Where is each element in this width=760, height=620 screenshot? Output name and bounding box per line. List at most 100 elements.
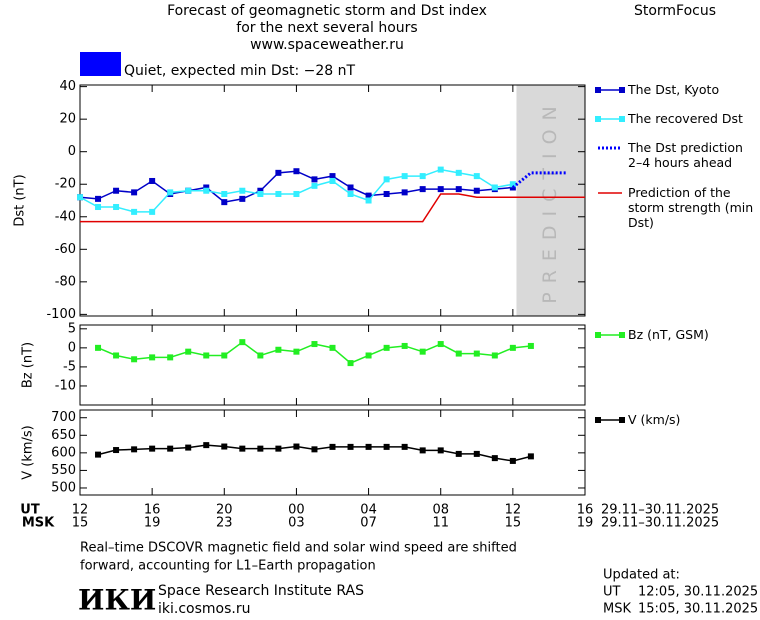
point — [203, 184, 210, 191]
x-tick-label: 19 — [144, 516, 161, 531]
url: www.spaceweather.ru — [250, 37, 404, 53]
point — [131, 189, 138, 196]
x-tick-label: 00 — [288, 503, 305, 518]
point — [455, 450, 462, 457]
point — [113, 187, 120, 194]
legend-marker — [595, 417, 601, 423]
updated-value: 12:05, 30.11.2025 — [638, 585, 758, 600]
point — [275, 169, 282, 176]
point — [257, 190, 264, 197]
note: forward, accounting for L1–Earth propaga… — [80, 559, 376, 574]
x-tick-label: 12 — [72, 503, 89, 518]
series-line — [79, 170, 513, 203]
site: iki.cosmos.ru — [158, 601, 250, 617]
point — [473, 173, 480, 180]
point — [293, 443, 300, 450]
point — [455, 186, 462, 193]
point — [509, 181, 516, 188]
y-tick-label: -100 — [46, 307, 76, 322]
point — [131, 446, 138, 453]
point — [419, 186, 426, 193]
legend-label: V (km/s) — [628, 412, 681, 427]
point — [293, 168, 300, 175]
point — [383, 176, 390, 183]
point — [473, 187, 480, 194]
legend-label: The Dst prediction 2–4 hours ahead — [628, 140, 743, 170]
point — [149, 177, 156, 184]
x-tick-label: 04 — [360, 503, 377, 518]
point — [185, 348, 192, 355]
point — [95, 195, 102, 202]
y-tick-label: 20 — [59, 112, 76, 127]
legend-marker — [595, 332, 601, 338]
point — [419, 447, 426, 454]
x-tick-label: 20 — [216, 503, 233, 518]
point — [473, 450, 480, 457]
y-tick-label: -5 — [63, 359, 76, 374]
point — [455, 169, 462, 176]
y-axis-label: V (km/s) — [21, 425, 36, 480]
point — [203, 352, 210, 359]
status-text: Quiet, expected min Dst: −28 nT — [124, 63, 356, 79]
point — [491, 184, 498, 191]
point — [113, 447, 120, 454]
subtitle: for the next several hours — [236, 20, 417, 36]
y-tick-label: 5 — [68, 321, 76, 336]
plot-frame — [79, 409, 586, 496]
point — [491, 352, 498, 359]
prediction-zone — [516, 85, 585, 316]
point — [509, 457, 516, 464]
status-box — [80, 52, 121, 76]
y-axis-label: Bz (nT) — [21, 342, 36, 388]
legend-label: The Dst, Kyoto — [628, 82, 720, 97]
point — [167, 445, 174, 452]
point — [293, 190, 300, 197]
note: Real–time DSCOVR magnetic field and sola… — [80, 541, 517, 556]
point — [401, 342, 408, 349]
point — [311, 176, 318, 183]
y-tick-label: -10 — [55, 378, 76, 393]
point — [221, 190, 228, 197]
point — [347, 184, 354, 191]
point — [293, 348, 300, 355]
x-tick-label: 07 — [360, 516, 377, 531]
point — [275, 346, 282, 353]
point — [131, 356, 138, 363]
point — [383, 344, 390, 351]
legend-marker — [619, 116, 625, 122]
point — [347, 360, 354, 367]
x-tick-label: 16 — [577, 503, 594, 518]
point — [239, 445, 246, 452]
legend-marker — [619, 87, 625, 93]
point — [95, 204, 102, 211]
point — [185, 444, 192, 451]
brand: StormFocus — [634, 3, 716, 19]
y-tick-label: -40 — [55, 209, 76, 224]
y-tick-label: 500 — [51, 480, 76, 495]
updated-value: 15:05, 30.11.2025 — [638, 602, 758, 617]
point — [527, 453, 534, 460]
logo: ИКИ — [78, 584, 156, 617]
point — [77, 194, 83, 201]
point — [527, 342, 534, 349]
x-tick-label: 16 — [144, 503, 161, 518]
point — [365, 443, 372, 450]
point — [167, 354, 174, 361]
point — [401, 443, 408, 450]
point — [311, 446, 318, 453]
y-tick-label: 600 — [51, 445, 76, 460]
updated-label: UT — [603, 585, 621, 600]
point — [419, 173, 426, 180]
legend-marker — [595, 116, 601, 122]
point — [113, 352, 120, 359]
point — [95, 451, 102, 458]
plot-frame — [79, 324, 586, 406]
point — [383, 190, 390, 197]
point — [329, 173, 336, 180]
point — [509, 344, 516, 351]
y-tick-label: -20 — [55, 177, 76, 192]
point — [491, 455, 498, 462]
point — [95, 344, 102, 351]
